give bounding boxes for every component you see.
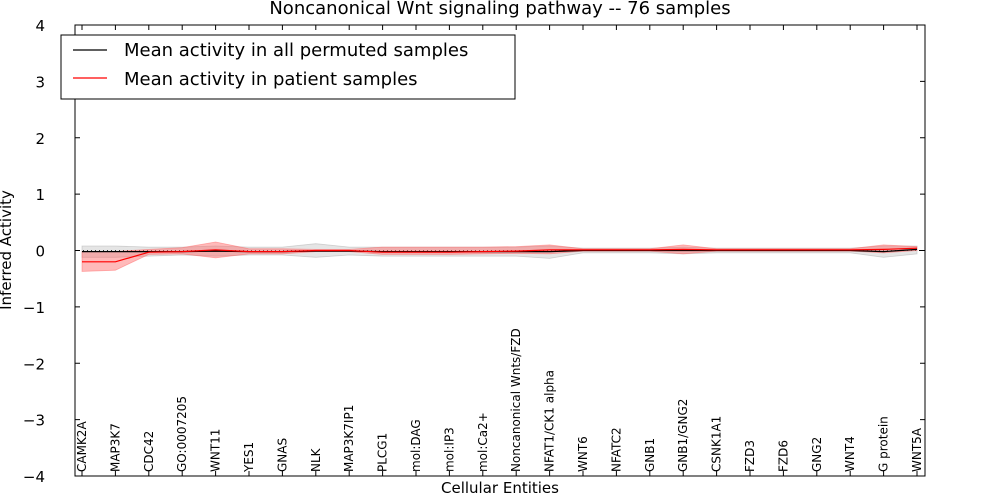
x-tick-label: YES1 (242, 442, 256, 473)
y-tick-label: −1 (23, 299, 45, 317)
patient-confidence-band (81, 241, 918, 272)
y-tick-label: 3 (35, 73, 45, 91)
x-tick-label: mol:Ca2+ (476, 412, 490, 472)
legend: Mean activity in all permuted samples Me… (60, 34, 516, 100)
y-tick-label: −4 (23, 468, 45, 486)
x-tick-label: G protein (877, 416, 891, 472)
x-tick-label: NLK (309, 447, 323, 472)
x-tick-label: GO:0007205 (175, 396, 189, 472)
x-tick-label: MAP3K7IP1 (342, 405, 356, 472)
y-tick-label: −2 (23, 355, 45, 373)
x-tick-label: GNAS (275, 438, 289, 472)
confidence-bands (75, 241, 925, 272)
x-tick-label: GNB1 (643, 438, 657, 472)
x-tick-label: CSNK1A1 (710, 416, 724, 472)
x-tick-label: GNG2 (810, 437, 824, 472)
legend-label-patient: Mean activity in patient samples (124, 69, 418, 90)
series-lines (82, 247, 918, 263)
patient-mean-line (82, 247, 918, 263)
x-tick-label: Noncanonical Wnts/FZD (509, 328, 523, 472)
x-tick-label: FZD3 (743, 440, 757, 472)
x-tick-label: mol:DAG (409, 419, 423, 472)
x-tick-label: WNT6 (576, 436, 590, 472)
y-tick-label: 4 (35, 17, 45, 35)
x-axis-label: Cellular Entities (441, 479, 559, 497)
y-tick-label: 1 (35, 186, 45, 204)
x-tick-label: FZD6 (776, 440, 790, 472)
x-tick-label: WNT4 (843, 436, 857, 472)
x-tick-label: CAMK2A (75, 421, 89, 472)
x-tick-label: WNT5A (910, 427, 924, 472)
x-tick-label: MAP3K7 (108, 423, 122, 472)
x-tick-label: GNB1/GNG2 (676, 399, 690, 472)
y-tick-label: −3 (23, 412, 45, 430)
x-axis-ticks: CAMK2A MAP3K7 CDC42 GO:0007205 WNT11 YES1 GNAS… (75, 25, 924, 476)
x-tick-label: CDC42 (142, 431, 156, 472)
chart-title: Noncanonical Wnt signaling pathway -- 76… (269, 0, 730, 19)
y-tick-label: 2 (35, 130, 45, 148)
legend-box (60, 34, 516, 100)
x-tick-label: NFAT1/CK1 alpha (543, 370, 557, 472)
legend-label-permuted: Mean activity in all permuted samples (124, 40, 468, 61)
x-tick-label: WNT11 (209, 429, 223, 472)
x-tick-label: PLCG1 (376, 433, 390, 472)
y-axis-label: Inferred Activity (0, 190, 15, 310)
x-tick-label: mol:IP3 (442, 427, 456, 472)
y-tick-label: 0 (35, 243, 45, 261)
y-axis-ticks: −4 −3 −2 −1 0 1 2 3 4 (23, 17, 925, 486)
x-tick-label: NFATC2 (609, 427, 623, 472)
